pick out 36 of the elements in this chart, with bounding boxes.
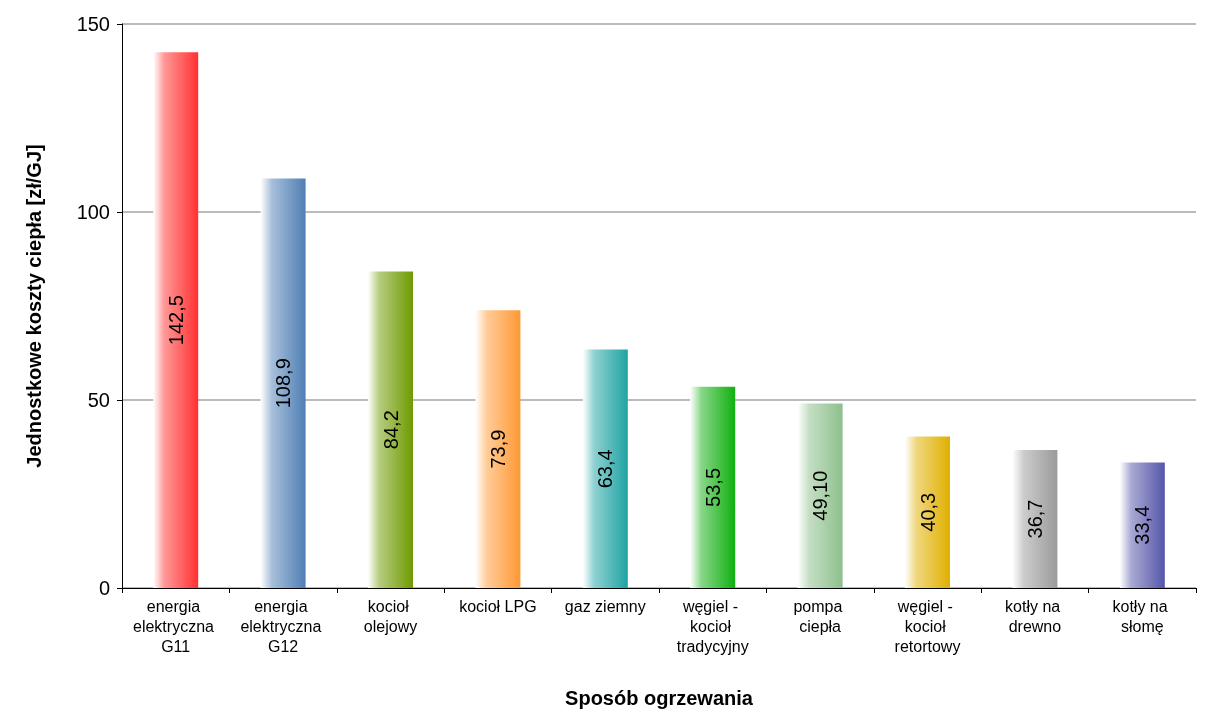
- y-tick-label: 150: [76, 13, 110, 35]
- x-tick-label: pompa ciepła: [793, 597, 847, 635]
- data-label: 53,5: [701, 467, 724, 507]
- bar: [153, 52, 199, 588]
- y-tick-label: 0: [98, 577, 110, 599]
- bar: [260, 178, 306, 588]
- bar: [582, 349, 628, 588]
- y-axis-title: Jednostkowe koszty ciepła [zł/GJ]: [23, 144, 45, 468]
- bar: [690, 386, 736, 588]
- data-label: 108,9: [272, 358, 295, 409]
- bar: [1119, 462, 1165, 588]
- data-label: 40,3: [916, 492, 939, 532]
- data-label: 33,4: [1131, 505, 1154, 545]
- x-tick-label: węgiel - kocioł tradycyjny: [676, 597, 749, 655]
- bar: [1012, 450, 1058, 588]
- x-tick-label: gaz ziemny: [564, 597, 646, 615]
- data-label: 36,7: [1023, 499, 1046, 539]
- y-tick-label: 100: [76, 201, 110, 223]
- data-label: 84,2: [379, 410, 402, 450]
- x-tick-label: kotły na drewno: [1005, 597, 1065, 635]
- bar: [475, 310, 521, 588]
- data-label: 73,9: [486, 429, 509, 469]
- x-tick-label: kocioł olejowy: [363, 597, 418, 635]
- data-label: 49,10: [809, 470, 832, 521]
- data-label: 63,4: [594, 449, 617, 489]
- bar: [368, 271, 413, 588]
- x-tick-label: węgiel - kocioł retortowy: [894, 597, 961, 655]
- x-axis-title: Sposób ogrzewania: [565, 687, 754, 709]
- data-label: 142,5: [164, 295, 187, 346]
- bar: [797, 403, 843, 588]
- x-tick-label: energia elektryczna G11: [133, 597, 219, 655]
- bar: [905, 436, 950, 588]
- y-tick-label: 50: [87, 389, 110, 411]
- x-tick-label: kocioł LPG: [459, 597, 537, 615]
- x-tick-label: energia elektryczna G12: [240, 597, 326, 655]
- x-tick-label: kotły na słomę: [1112, 597, 1173, 635]
